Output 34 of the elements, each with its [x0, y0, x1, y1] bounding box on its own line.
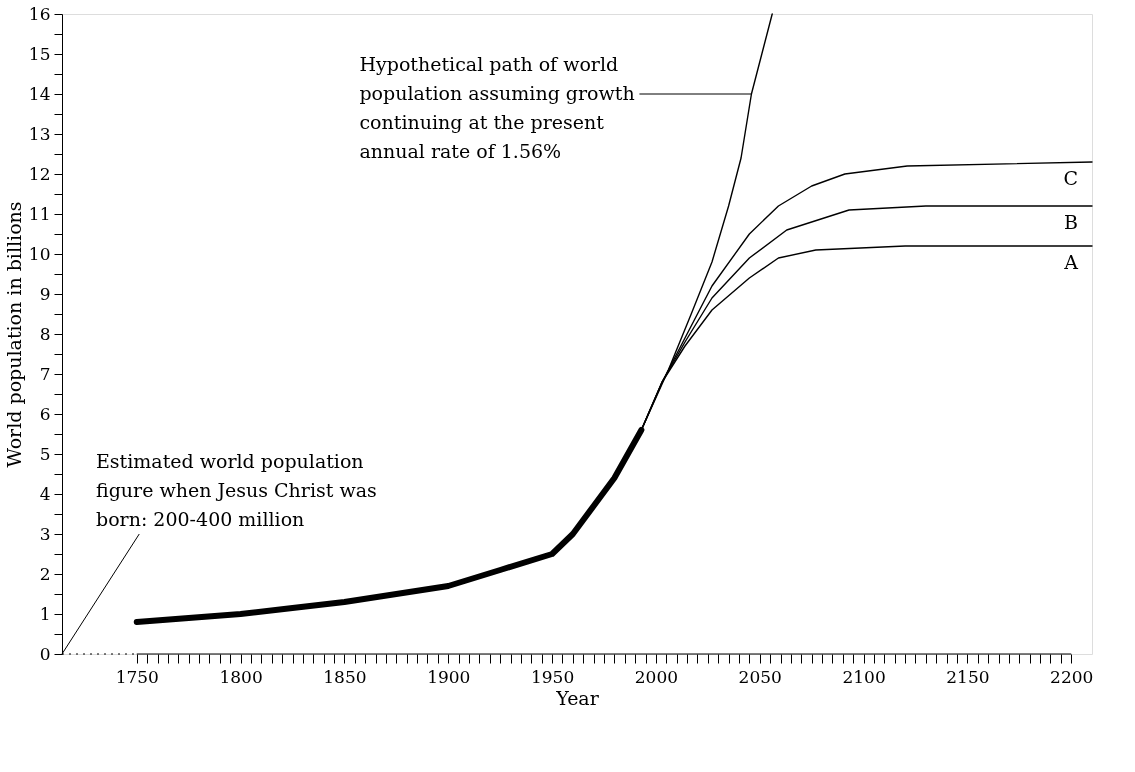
y-tick-label: 5 [39, 443, 51, 464]
y-tick-label: 1 [39, 603, 51, 624]
y-axis-title: World population in billions [2, 201, 25, 468]
x-tick-label: 1850 [323, 666, 367, 687]
x-axis-title: Year [555, 686, 600, 709]
y-tick-label: 9 [39, 283, 51, 304]
annotation: Estimated world population figure when Jesus Christ was born: 200-400 million [95, 450, 377, 530]
y-tick-label: 8 [39, 323, 51, 344]
y-tick-label: 12 [28, 163, 51, 184]
y-tick-label: 11 [28, 203, 51, 224]
y-tick-label: 7 [39, 363, 51, 384]
y-tick-label: 6 [39, 403, 51, 424]
annotation: Hypothetical path of world population assuming growth continuing at the present annual rate of 1.56% [359, 53, 635, 162]
x-tick-label: 1900 [427, 666, 471, 687]
y-tick-label: 0 [39, 643, 51, 664]
y-tick-label: 15 [28, 43, 51, 64]
y-tick-label: 13 [28, 123, 51, 144]
x-tick-label: 2200 [1050, 666, 1094, 687]
y-tick-label: 16 [28, 3, 51, 24]
x-tick-label: 2150 [946, 666, 990, 687]
y-tick-label: 2 [39, 563, 51, 584]
series-label: A [1063, 251, 1079, 273]
x-tick-label: 1950 [530, 666, 575, 687]
y-tick-label: 10 [28, 243, 51, 264]
x-tick-label: 2100 [842, 666, 886, 687]
x-tick-label: 2000 [634, 666, 679, 687]
x-tick-label: 2050 [738, 666, 782, 687]
y-tick-label: 3 [39, 523, 51, 544]
series-label: C [1063, 167, 1078, 189]
x-tick-label: 1750 [115, 666, 159, 687]
y-tick-label: 4 [39, 483, 51, 504]
y-tick-label: 14 [28, 83, 51, 104]
series-label: B [1064, 211, 1078, 233]
x-tick-label: 1800 [219, 666, 263, 687]
